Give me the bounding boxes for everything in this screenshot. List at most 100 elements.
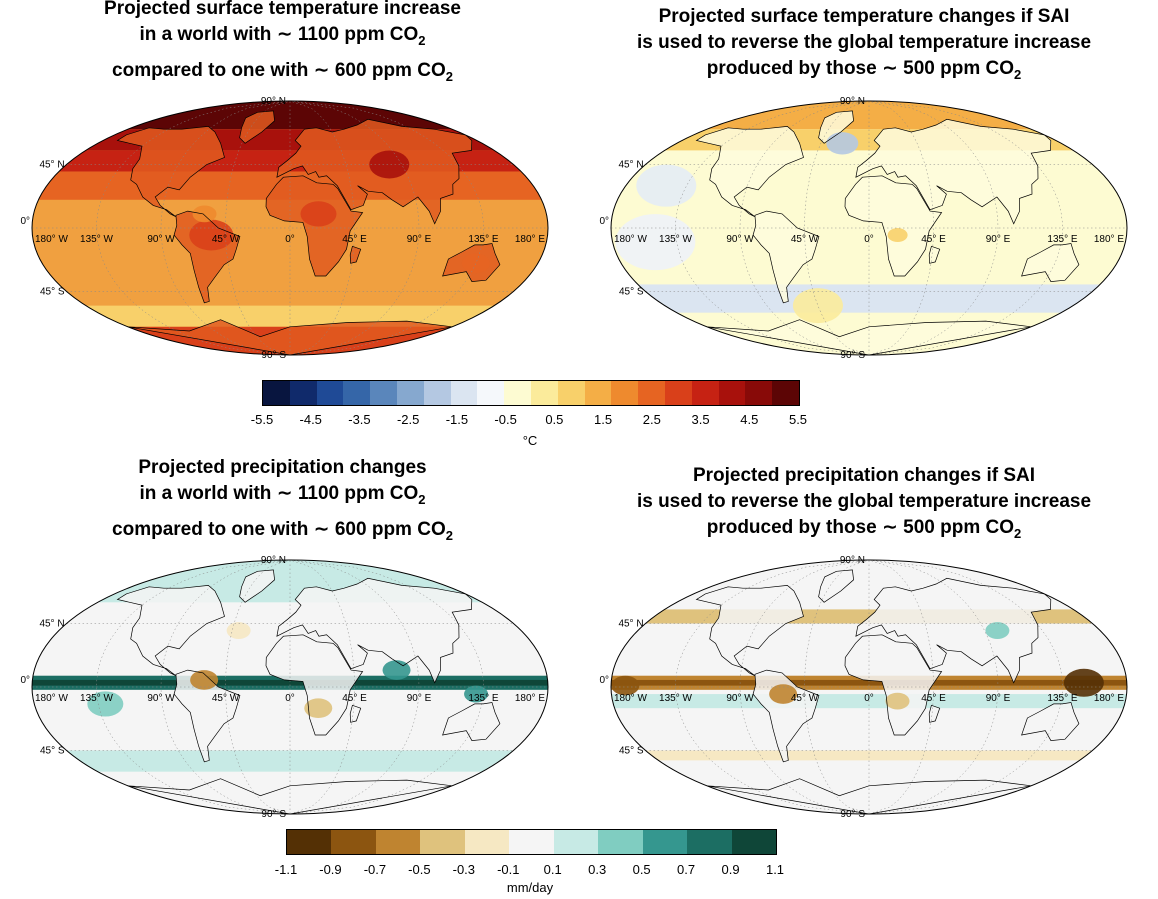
coastline-north-america (116, 585, 225, 677)
precipitation-colorbar-swatch (598, 830, 643, 854)
land-fill-north-america (696, 585, 804, 676)
temperature-colorbar-swatch (772, 381, 799, 405)
land-fill-madagascar (929, 246, 940, 264)
lon-label: 90° E (407, 234, 432, 245)
field-anomaly (985, 622, 1010, 639)
lat-label: 0° (599, 216, 609, 227)
map-frame (31, 100, 549, 356)
coastline-australia (1021, 702, 1080, 741)
precipitation-colorbar-tick: -0.7 (363, 862, 387, 877)
field-band (32, 101, 548, 130)
title-line: compared to one with ∼ 600 ppm CO2 (112, 59, 453, 84)
lat-label: 0° (20, 675, 30, 686)
temperature-colorbar-swatch (691, 381, 719, 405)
land-fill-north-america (117, 126, 225, 217)
field-anomaly (792, 288, 843, 324)
lon-label: 180° E (1094, 234, 1124, 245)
lon-label: 135° E (1047, 693, 1077, 704)
lon-label: 180° W (614, 234, 647, 245)
lon-label: 135° W (80, 234, 113, 245)
graticule (32, 101, 548, 355)
field-band (611, 129, 1127, 151)
land-fill-antarctica (127, 319, 453, 355)
coastline-eurasia (276, 577, 473, 684)
temperature-map: 90° N 45° N 0° 45° S 90° S 180° W 135° W 90° W 4… (20, 96, 549, 361)
map-frame (610, 100, 1128, 356)
field-band (611, 284, 1127, 313)
lon-label: 90° W (147, 693, 175, 704)
coastline-south-america (752, 669, 820, 763)
temperature-colorbar-swatch (343, 381, 371, 405)
precipitation-colorbar-swatch (687, 830, 732, 854)
temperature-colorbar-swatch (504, 381, 531, 405)
lon-label: 135° E (1047, 234, 1077, 245)
land-fill-south-america (174, 670, 240, 762)
lon-label: 0° (864, 693, 874, 704)
graticule (611, 560, 1127, 814)
temperature-colorbar-swatch (638, 381, 665, 405)
coastline-greenland (818, 569, 854, 603)
lon-label: 135° E (468, 234, 498, 245)
title-line: Projected precipitation changes if SAI (692, 465, 1036, 486)
precipitation-colorbar-swatch (375, 830, 421, 854)
field-anomaly (636, 164, 697, 207)
lat-label: 45° N (618, 160, 643, 171)
lat-label: 45° N (39, 619, 64, 630)
lon-label: 135° W (659, 693, 692, 704)
lon-label: 180° W (614, 693, 647, 704)
temperature-colorbar-tick: -0.5 (494, 412, 517, 427)
lat-label: 45° S (619, 287, 644, 298)
field-anomaly (369, 150, 410, 179)
lon-label: 180° W (35, 234, 68, 245)
precipitation-unit: mm/day (506, 880, 554, 895)
field-anomaly (885, 692, 910, 710)
lon-label: 180° E (515, 693, 545, 704)
land-fill-eurasia (855, 578, 1051, 683)
coastline-australia (1021, 243, 1080, 282)
precipitation-colorbar-swatch (464, 830, 510, 854)
land-fill-australia (1021, 702, 1079, 741)
field-anomaly (192, 205, 217, 223)
precipitation-colorbar-tick: -0.1 (497, 862, 520, 877)
field-anomaly (190, 670, 219, 690)
precipitation-colorbar-swatch (509, 830, 554, 854)
coastline-greenland (239, 110, 275, 144)
field-anomaly (189, 219, 234, 251)
temperature-colorbar-tick: -4.5 (299, 412, 322, 427)
panel-title: Projected surface temperature changes if… (579, 4, 1149, 88)
coastline-south-america (173, 210, 241, 304)
precipitation-colorbar-swatch (642, 830, 688, 854)
lon-label: 90° W (726, 693, 754, 704)
temperature-colorbar-swatch (718, 381, 746, 405)
precipitation-sai-map: 90° N 45° N 0° 45° S 90° S 180° W 135° W 90° W 4… (599, 555, 1128, 820)
temperature-colorbar-tick: -2.5 (396, 412, 420, 427)
lat-label: 45° N (39, 160, 64, 171)
land-fill-eurasia (855, 119, 1051, 224)
field-band (611, 750, 1127, 761)
temperature-colorbar-tick: 1.5 (594, 412, 613, 427)
field-anomaly (611, 675, 640, 696)
coastline-north-america (116, 126, 225, 218)
temperature-colorbar-tick: 4.5 (740, 412, 759, 427)
precipitation-map: 90° N 45° N 0° 45° S 90° S 180° W 135° W 90° W 4… (20, 555, 549, 820)
land-fill-antarctica (706, 319, 1032, 355)
coastline-australia (442, 702, 501, 741)
precipitation-colorbar-ticks: -1.1 -0.9 -0.7 -0.5 -0.3 -0.1 0.1 0.3 0.5 0.7 0.9 1… (275, 862, 784, 878)
precipitation-colorbar-tick: -0.5 (408, 862, 431, 877)
lat-label: 45° N (618, 619, 643, 630)
lon-label: 45° E (921, 693, 946, 704)
land-fill-australia (442, 702, 500, 741)
coastline-africa (265, 634, 364, 736)
lon-label: 135° E (468, 693, 498, 704)
precipitation-colorbar-tick: 0.9 (721, 862, 740, 877)
land-fill-greenland (239, 110, 275, 144)
title-line: produced by those ∼ 500 ppm CO2 (706, 58, 1022, 82)
temperature-colorbar (262, 380, 800, 406)
title-line: Projected surface temperature changes if… (658, 6, 1070, 27)
temperature-colorbar-swatch (477, 381, 505, 405)
field-anomaly (300, 201, 337, 227)
precipitation-colorbar-swatch (731, 830, 776, 854)
panel-title: Projected surface temperature increase i… (0, 0, 565, 90)
land-fill-madagascar (929, 705, 940, 723)
precipitation-colorbar-tick: -0.9 (319, 862, 342, 877)
